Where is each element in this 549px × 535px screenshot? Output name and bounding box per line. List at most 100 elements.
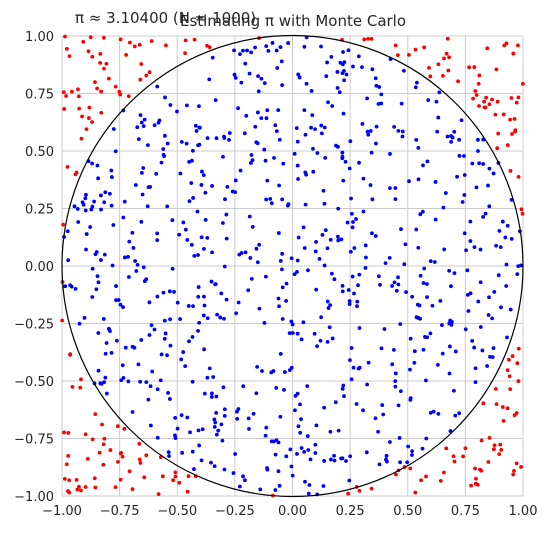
point-inside — [348, 302, 352, 306]
point-inside — [342, 78, 346, 82]
point-inside — [414, 228, 418, 232]
point-inside — [249, 161, 253, 165]
point-inside — [161, 147, 165, 151]
point-inside — [274, 386, 278, 390]
point-inside — [322, 406, 326, 410]
point-inside — [354, 217, 358, 221]
point-inside — [156, 387, 160, 391]
point-inside — [479, 248, 483, 252]
point-outside — [124, 53, 128, 57]
point-inside — [365, 383, 369, 387]
point-inside — [487, 204, 491, 208]
point-inside — [383, 327, 387, 331]
point-inside — [342, 112, 346, 116]
point-outside — [114, 485, 118, 489]
point-outside — [499, 448, 503, 452]
point-outside — [497, 452, 501, 456]
point-inside — [296, 177, 300, 181]
point-outside — [394, 44, 398, 48]
point-outside — [127, 94, 131, 98]
point-inside — [225, 298, 229, 302]
point-inside — [212, 417, 216, 421]
point-inside — [249, 50, 253, 54]
point-inside — [280, 197, 284, 201]
point-inside — [198, 126, 202, 130]
point-inside — [349, 197, 353, 201]
point-inside — [97, 369, 101, 373]
point-inside — [200, 183, 204, 187]
point-inside — [214, 411, 218, 415]
point-outside — [502, 419, 506, 423]
point-inside — [298, 402, 302, 406]
point-inside — [114, 284, 118, 288]
point-inside — [361, 122, 365, 126]
point-inside — [308, 483, 312, 487]
point-inside — [175, 110, 179, 114]
point-inside — [172, 290, 176, 294]
point-inside — [309, 458, 313, 462]
point-inside — [313, 443, 317, 447]
point-inside — [234, 179, 238, 183]
point-inside — [465, 268, 469, 272]
point-inside — [223, 407, 227, 411]
y-tick-label: −0.75 — [14, 433, 54, 448]
point-outside — [164, 43, 168, 47]
point-outside — [414, 48, 418, 52]
point-inside — [487, 295, 491, 299]
point-inside — [277, 441, 281, 445]
point-inside — [457, 138, 461, 142]
point-inside — [369, 183, 373, 187]
point-inside — [192, 254, 196, 258]
point-inside — [239, 81, 243, 85]
point-inside — [103, 253, 107, 257]
point-inside — [318, 257, 322, 261]
point-inside — [257, 89, 261, 93]
point-inside — [280, 267, 284, 271]
point-inside — [254, 140, 258, 144]
point-outside — [150, 39, 154, 43]
point-outside — [482, 100, 486, 104]
point-inside — [165, 204, 169, 208]
point-inside — [302, 320, 306, 324]
point-inside — [196, 295, 200, 299]
point-inside — [143, 118, 147, 122]
point-inside — [385, 454, 389, 458]
point-inside — [78, 322, 82, 326]
point-outside — [441, 74, 445, 78]
point-inside — [286, 204, 290, 208]
point-inside — [341, 155, 345, 159]
point-inside — [374, 84, 378, 88]
point-inside — [322, 484, 326, 488]
point-outside — [66, 489, 70, 493]
point-inside — [102, 380, 106, 384]
point-inside — [351, 65, 355, 69]
point-inside — [112, 127, 116, 131]
point-inside — [339, 237, 343, 241]
point-inside — [460, 118, 464, 122]
point-outside — [446, 69, 450, 73]
point-outside — [512, 469, 516, 473]
point-inside — [83, 196, 87, 200]
point-inside — [228, 131, 232, 135]
point-inside — [342, 60, 346, 64]
point-inside — [133, 259, 137, 263]
point-inside — [473, 245, 477, 249]
point-inside — [476, 138, 480, 142]
point-outside — [131, 487, 135, 491]
point-inside — [374, 234, 378, 238]
point-outside — [520, 207, 524, 211]
point-inside — [260, 369, 264, 373]
point-inside — [503, 236, 507, 240]
point-inside — [214, 395, 218, 399]
point-inside — [176, 301, 180, 305]
point-outside — [505, 41, 509, 45]
point-inside — [393, 379, 397, 383]
point-inside — [341, 71, 345, 75]
point-inside — [103, 376, 107, 380]
point-inside — [111, 223, 115, 227]
point-inside — [344, 459, 348, 463]
point-inside — [453, 414, 457, 418]
point-inside — [90, 295, 94, 299]
